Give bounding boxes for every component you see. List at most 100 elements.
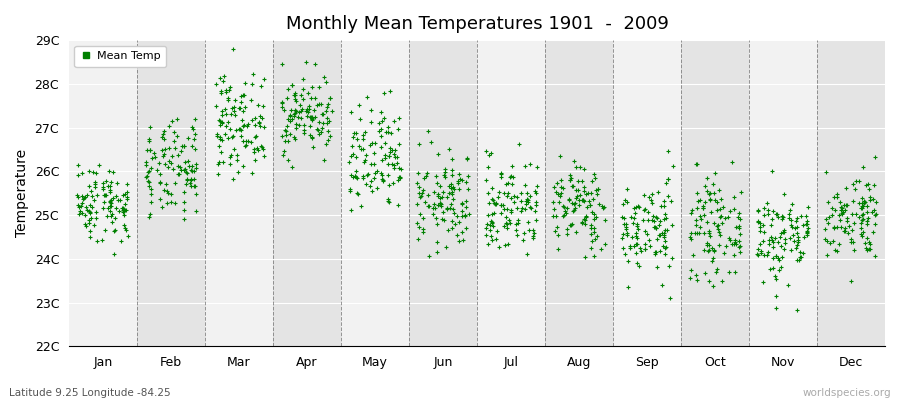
Point: [358, 181, 373, 188]
Point: [661, 176, 675, 182]
Point: [821, 220, 835, 226]
Point: [484, 185, 499, 191]
Point: [166, 137, 181, 144]
Point: [364, 178, 379, 184]
Point: [274, 61, 289, 68]
Point: [320, 115, 335, 122]
Point: [783, 234, 797, 241]
Point: [170, 133, 184, 140]
Point: [770, 276, 784, 283]
Point: [385, 160, 400, 167]
Point: [590, 190, 604, 197]
Point: [711, 226, 725, 232]
Point: [727, 240, 742, 247]
Point: [702, 230, 716, 236]
Point: [107, 215, 122, 222]
Point: [683, 210, 698, 217]
Point: [139, 158, 153, 165]
Point: [92, 162, 106, 168]
Point: [520, 196, 535, 202]
Point: [356, 174, 371, 181]
Point: [509, 194, 524, 200]
Point: [166, 128, 181, 135]
Point: [847, 246, 861, 253]
Point: [77, 194, 92, 200]
Point: [429, 249, 444, 256]
Point: [142, 147, 157, 154]
Point: [411, 236, 426, 242]
Point: [702, 278, 716, 284]
Point: [325, 108, 339, 114]
Point: [658, 227, 672, 233]
Point: [165, 117, 179, 124]
Point: [661, 148, 675, 154]
Point: [798, 213, 813, 220]
Point: [783, 246, 797, 253]
Point: [790, 229, 805, 236]
Point: [634, 248, 648, 254]
Point: [104, 179, 119, 185]
Point: [519, 190, 534, 196]
Point: [321, 101, 336, 107]
Point: [248, 121, 262, 128]
Point: [628, 204, 643, 210]
Point: [527, 188, 542, 194]
Point: [101, 204, 115, 211]
Point: [343, 186, 357, 192]
Point: [89, 209, 104, 215]
Point: [660, 227, 674, 233]
Point: [707, 246, 722, 253]
Point: [234, 133, 248, 139]
Point: [388, 154, 402, 160]
Point: [632, 262, 646, 269]
Point: [164, 191, 178, 198]
Point: [526, 235, 540, 242]
Point: [445, 172, 459, 178]
Point: [511, 141, 526, 148]
Point: [485, 219, 500, 225]
Point: [71, 194, 86, 200]
Point: [756, 279, 770, 286]
Point: [445, 189, 459, 196]
Point: [616, 201, 630, 208]
Point: [855, 205, 869, 211]
Point: [526, 227, 540, 233]
Point: [764, 234, 778, 240]
Point: [257, 153, 272, 160]
Point: [319, 108, 333, 114]
Point: [482, 200, 497, 206]
Point: [837, 202, 851, 208]
Point: [75, 200, 89, 206]
Point: [643, 242, 657, 249]
Point: [833, 204, 848, 210]
Point: [382, 198, 396, 205]
Point: [648, 249, 662, 256]
Point: [584, 222, 598, 228]
Point: [768, 272, 782, 279]
Point: [523, 192, 537, 199]
Point: [377, 140, 392, 146]
Point: [383, 148, 398, 155]
Point: [212, 122, 227, 128]
Point: [578, 221, 592, 227]
Point: [481, 212, 495, 219]
Point: [184, 183, 199, 189]
Point: [384, 130, 399, 136]
Point: [493, 202, 508, 209]
Point: [244, 139, 258, 146]
Point: [377, 152, 392, 158]
Point: [790, 224, 805, 231]
Point: [551, 246, 565, 252]
Point: [187, 183, 202, 190]
Point: [284, 107, 298, 113]
Point: [587, 253, 601, 259]
Point: [838, 227, 852, 234]
Point: [104, 182, 118, 189]
Point: [633, 245, 647, 251]
Point: [275, 103, 290, 110]
Point: [765, 167, 779, 174]
Point: [499, 219, 513, 226]
Point: [500, 193, 514, 200]
Point: [116, 192, 130, 199]
Point: [86, 197, 101, 204]
